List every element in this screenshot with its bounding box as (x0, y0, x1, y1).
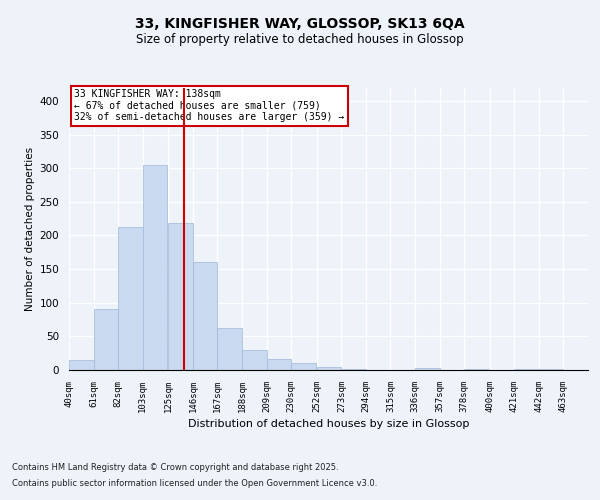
Bar (193, 262, 217, 370)
Bar (341, 368, 366, 370)
Text: Contains HM Land Registry data © Crown copyright and database right 2025.: Contains HM Land Registry data © Crown c… (12, 464, 338, 472)
Bar (69, 360, 94, 370)
Bar (415, 368, 440, 370)
Bar (317, 366, 341, 370)
Bar (514, 368, 539, 370)
Bar (217, 328, 242, 370)
X-axis label: Distribution of detached houses by size in Glossop: Distribution of detached houses by size … (188, 419, 469, 429)
Bar (169, 224, 193, 370)
Bar (242, 350, 266, 370)
Bar (118, 228, 143, 370)
Text: Size of property relative to detached houses in Glossop: Size of property relative to detached ho… (136, 32, 464, 46)
Text: Contains public sector information licensed under the Open Government Licence v3: Contains public sector information licen… (12, 478, 377, 488)
Bar (94, 310, 118, 370)
Y-axis label: Number of detached properties: Number of detached properties (25, 146, 35, 311)
Bar (464, 368, 488, 370)
Bar (143, 165, 167, 370)
Bar (266, 359, 291, 370)
Text: 33, KINGFISHER WAY, GLOSSOP, SK13 6QA: 33, KINGFISHER WAY, GLOSSOP, SK13 6QA (135, 18, 465, 32)
Text: 33 KINGFISHER WAY: 138sqm
← 67% of detached houses are smaller (759)
32% of semi: 33 KINGFISHER WAY: 138sqm ← 67% of detac… (74, 89, 344, 122)
Bar (291, 364, 316, 370)
